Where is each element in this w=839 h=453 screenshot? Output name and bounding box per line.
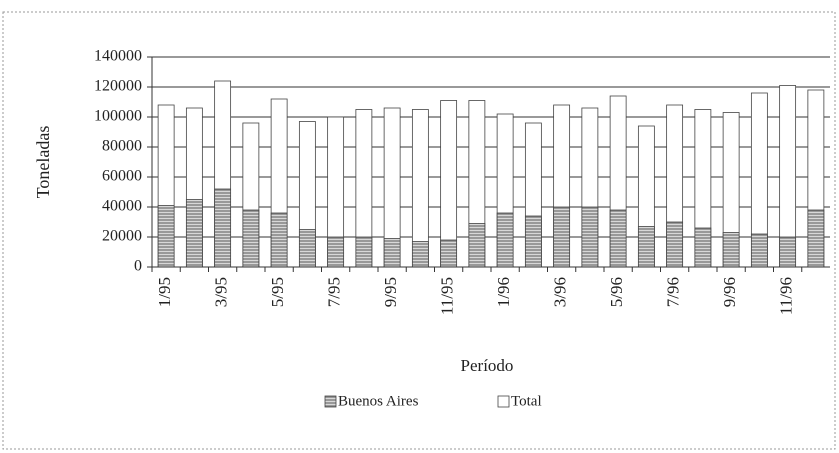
x-tick-label: 3/96 — [551, 277, 570, 307]
bar — [779, 236, 797, 268]
bar — [270, 212, 288, 268]
bar — [327, 236, 345, 268]
bar — [468, 223, 486, 268]
x-tick-label: 5/96 — [607, 277, 626, 307]
x-tick-label: 11/96 — [777, 277, 796, 315]
bar — [411, 241, 429, 268]
bar — [298, 229, 316, 268]
bar — [242, 209, 260, 268]
bar — [185, 199, 203, 268]
y-tick-label: 100000 — [94, 108, 142, 125]
bar — [807, 209, 825, 268]
x-tick-label: 7/95 — [325, 277, 344, 307]
y-tick-label: 20000 — [102, 228, 142, 245]
x-tick-label: 1/96 — [494, 277, 513, 307]
y-tick-label: 60000 — [102, 168, 142, 185]
y-axis-label: Toneladas — [33, 126, 53, 199]
x-tick-label: 9/96 — [720, 277, 739, 307]
bar — [553, 206, 571, 268]
x-tick-label: 3/95 — [212, 277, 231, 307]
bar — [355, 236, 373, 268]
legend-swatch — [497, 395, 510, 408]
y-tick-label: 40000 — [102, 198, 142, 215]
x-tick-label: 11/95 — [438, 277, 457, 315]
x-tick-label: 1/95 — [155, 277, 174, 307]
bar — [581, 206, 599, 268]
bar — [694, 227, 712, 268]
bar — [524, 215, 542, 268]
bar — [383, 238, 401, 268]
bar — [157, 205, 175, 268]
bar — [750, 233, 768, 268]
bar — [666, 221, 684, 268]
x-tick-label: 7/96 — [664, 277, 683, 307]
legend-label: Total — [511, 393, 542, 409]
bar — [722, 232, 740, 268]
x-axis-label: Período — [461, 356, 514, 375]
legend-label: Buenos Aires — [338, 393, 419, 409]
bar — [637, 226, 655, 268]
bar — [609, 209, 627, 268]
bar — [214, 188, 232, 268]
bar — [440, 239, 458, 268]
frame — [2, 11, 836, 450]
y-tick-label: 120000 — [94, 78, 142, 95]
y-tick-label: 140000 — [94, 48, 142, 65]
legend-swatch — [324, 395, 337, 408]
y-tick-label: 0 — [134, 258, 142, 275]
bar — [496, 212, 514, 268]
x-tick-label: 9/95 — [381, 277, 400, 307]
y-tick-label: 80000 — [102, 138, 142, 155]
x-tick-label: 5/95 — [268, 277, 287, 307]
